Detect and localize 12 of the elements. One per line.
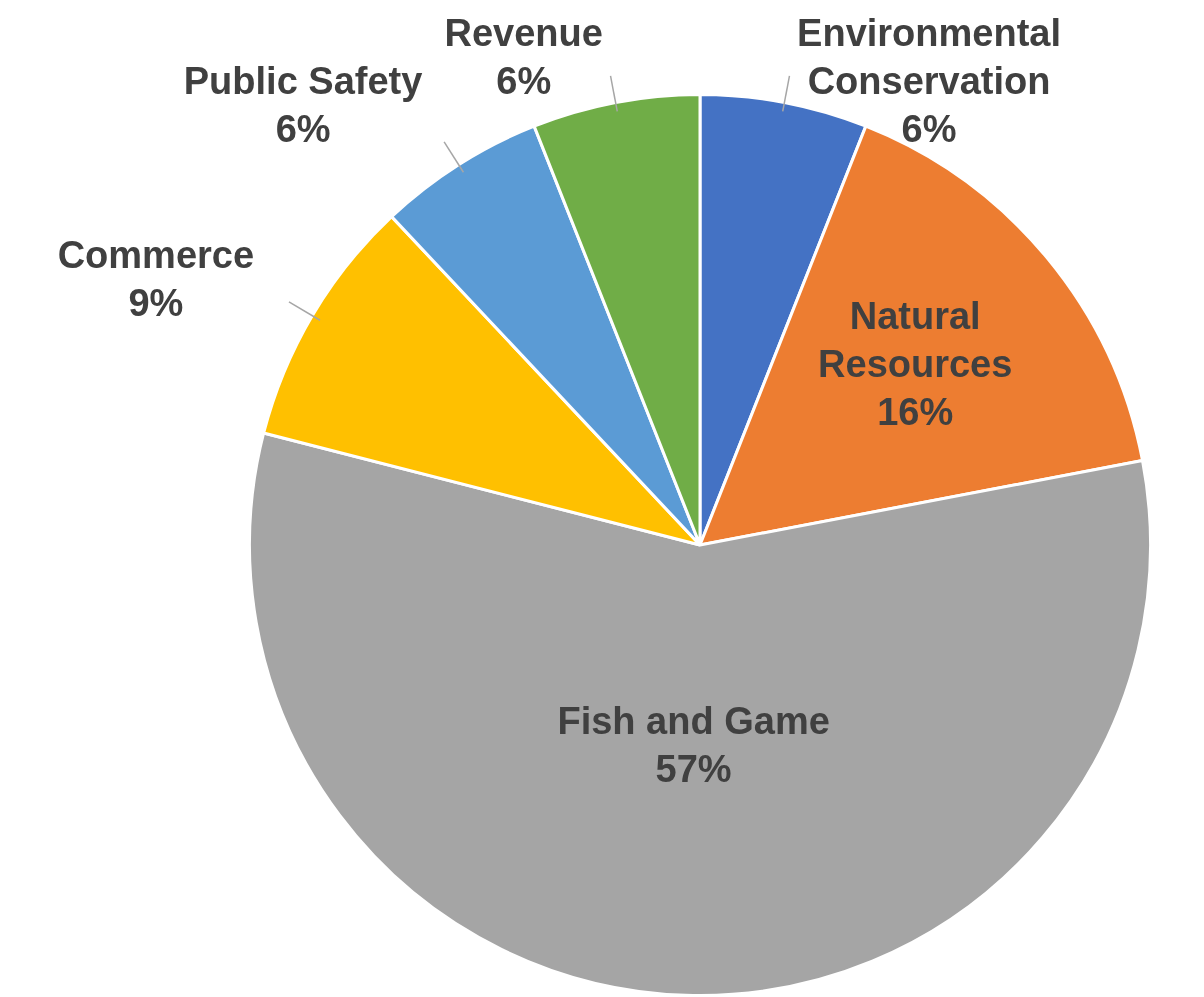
- data-label: 57%: [655, 748, 732, 791]
- slice-label: Commerce: [57, 233, 255, 276]
- data-label: 6%: [901, 108, 957, 151]
- data-label: 16%: [877, 391, 954, 434]
- slice-label: Environmental Conservation: [797, 12, 1062, 103]
- data-label: 9%: [128, 281, 184, 324]
- slice-label: Revenue: [444, 12, 603, 55]
- slice-label: Public Safety: [183, 60, 423, 103]
- slice-label: Natural Resources: [818, 295, 1013, 386]
- slice-label: Fish and Game: [557, 700, 830, 743]
- data-label: 6%: [496, 60, 552, 103]
- data-label: 6%: [275, 108, 331, 151]
